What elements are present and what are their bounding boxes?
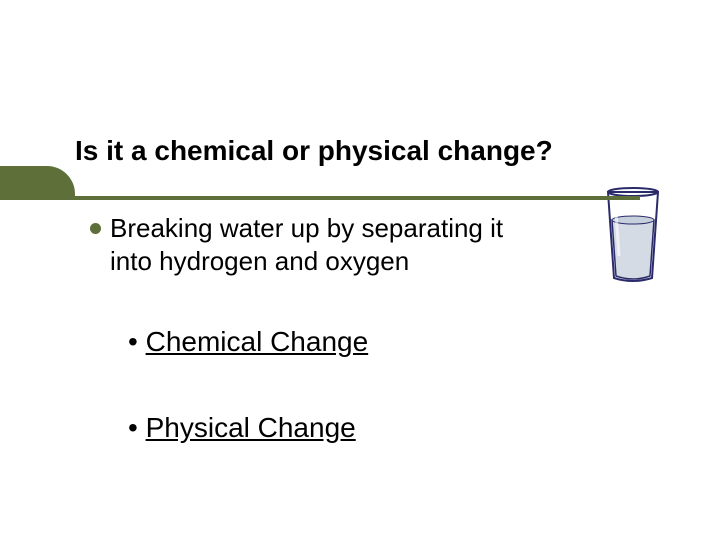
title-rule [0,166,640,200]
title-rule-line [0,196,640,200]
title-rule-tab [0,166,75,200]
bullet-dot-icon: • [128,326,146,358]
answer-chemical-label[interactable]: Chemical Change [146,326,369,357]
answer-physical[interactable]: • Physical Change [128,412,356,444]
disc-bullet-icon [90,223,101,234]
answer-chemical[interactable]: • Chemical Change [128,326,368,358]
water-glass-icon [598,186,668,286]
question-bullet: Breaking water up by separating it into … [110,212,530,277]
slide-title: Is it a chemical or physical change? [75,135,553,167]
answer-physical-label[interactable]: Physical Change [146,412,356,443]
question-text: Breaking water up by separating it into … [110,213,503,276]
slide-container: Is it a chemical or physical change? Bre… [0,0,720,540]
bullet-dot-icon: • [128,412,146,444]
